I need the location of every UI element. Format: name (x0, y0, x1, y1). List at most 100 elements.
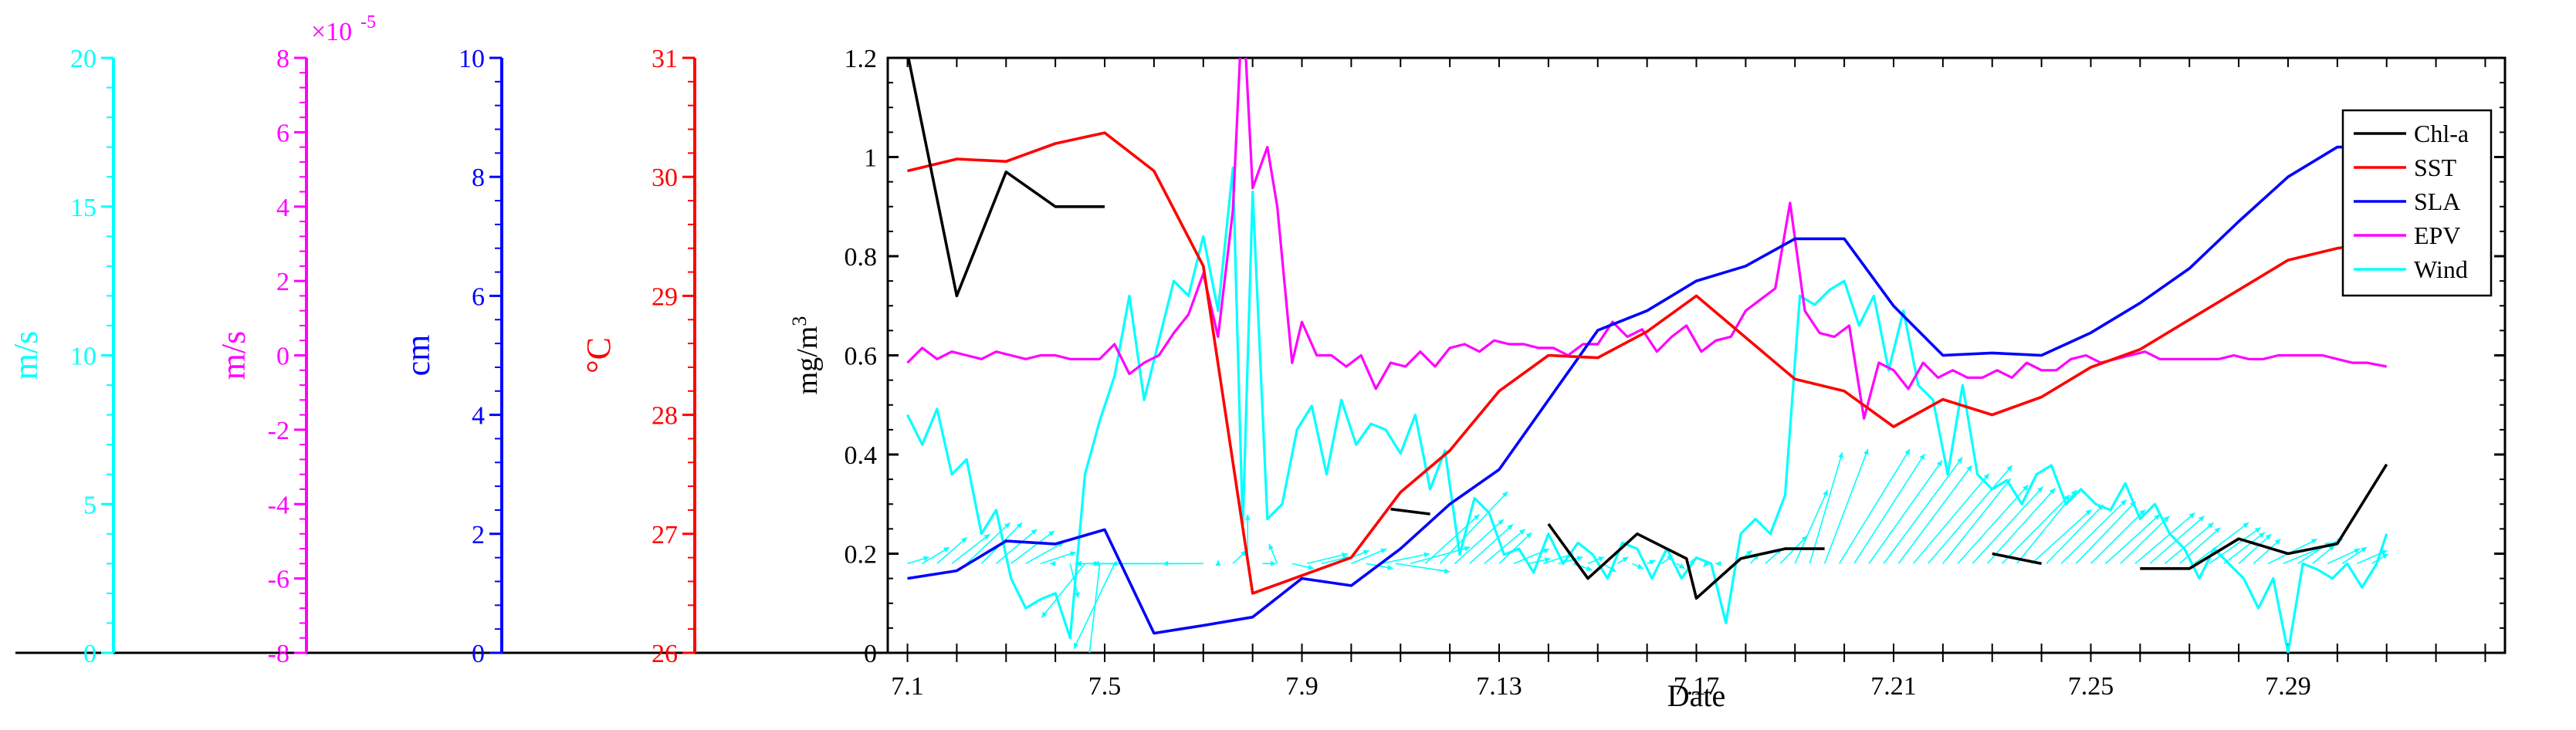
y-axis-title-base: mg/m (791, 326, 824, 395)
legend: Chl-a SST SLA EPV Wind (2341, 109, 2493, 297)
wind-vector (2075, 501, 2137, 564)
wind-vector (2120, 515, 2170, 564)
legend-label-epv: EPV (2414, 221, 2460, 249)
wind-vector-head (1268, 543, 1274, 550)
wind-vector-head (960, 537, 967, 543)
y-axis-title: mg/m3 (788, 316, 824, 395)
wind-vector (1912, 473, 1990, 564)
axis-sst-group: 26 27 28 29 30 31 °C (580, 45, 696, 668)
series-chl-line (1390, 507, 1430, 515)
wind-vector-head (1501, 492, 1508, 498)
wind-vector (1424, 514, 1481, 564)
y-tick-label: 1.2 (845, 45, 878, 73)
wind-vector (2178, 527, 2221, 564)
axis-sst-tick-label: 30 (652, 164, 678, 192)
wind-vector-head (1069, 551, 1076, 557)
wind-vector (1823, 448, 1869, 564)
wind-vector (1853, 453, 1925, 564)
wind-vector-head (1473, 514, 1480, 521)
wind-vector-head (2163, 515, 2170, 522)
axis-sst-tick-label: 27 (652, 521, 678, 549)
wind-vector (2209, 527, 2261, 565)
series-wind (906, 167, 2388, 653)
wind-vector (996, 529, 1038, 564)
wind-vector-head (2023, 485, 2029, 492)
wind-vector (2164, 522, 2215, 564)
wind-vector-head (2188, 512, 2195, 519)
axis-epv-multiplier-exponent: -5 (361, 12, 376, 32)
axis-sla-group: 0 2 4 6 8 10 cm (399, 45, 503, 668)
wind-vector-head (1966, 465, 1972, 471)
series-epv-line (906, 58, 2388, 421)
wind-vector-head (2121, 499, 2127, 506)
series-sst (907, 131, 2387, 595)
wind-vector-head (2037, 486, 2043, 493)
series-epv (906, 58, 2388, 421)
y-tick-label: 0.8 (845, 243, 878, 272)
axis-sla-tick-label: 0 (472, 640, 485, 668)
wind-vector (1041, 563, 1086, 618)
wind-vector-head (2139, 509, 2145, 515)
axis-wind-title: m/s (7, 331, 45, 380)
wind-vector (1794, 489, 1829, 564)
axis-epv-group: -8 -6 -4 -2 0 2 4 6 8 m/s ×10 -5 (215, 12, 376, 668)
wind-vector (1088, 563, 1101, 653)
y-axis-title-exponent: 3 (788, 316, 811, 326)
wind-vector-head (1525, 532, 1532, 539)
axis-sst-tick-label: 28 (652, 402, 678, 431)
wind-vector-head (2381, 553, 2388, 559)
wind-vector-head (1362, 549, 1369, 556)
wind-vector (2046, 504, 2104, 564)
wind-vector-head (943, 547, 949, 553)
wind-vector (2327, 548, 2361, 565)
wind-vector (2001, 494, 2070, 564)
series-chl-line (906, 58, 1105, 298)
wind-vector (1025, 542, 1065, 565)
series-sst-line (907, 131, 2387, 595)
wind-vector-head (1703, 560, 1709, 567)
wind-vector-head (1091, 560, 1097, 566)
main-axes-frame: 0 0.2 0.4 0.6 0.8 1 1.2 7.1 7.5 7.9 7.13 7.17 7.21 7.… (788, 45, 2507, 713)
axis-wind-tick-label: 10 (70, 343, 96, 371)
wind-vector-head (1904, 448, 1911, 455)
axis-sst-tick-label: 31 (652, 45, 678, 73)
wind-vector-head (983, 534, 990, 540)
wind-vector-head (1518, 529, 1525, 536)
wind-vector-head (2265, 534, 2272, 540)
y-tick-label: 0 (864, 640, 877, 668)
wind-vector-head (2154, 514, 2160, 521)
axis-sla-tick-label: 2 (472, 521, 485, 549)
wind-vector (966, 522, 1010, 564)
wind-vector (1986, 488, 2056, 564)
wind-vector-head (1586, 566, 1593, 571)
wind-vector-head (2006, 465, 2012, 471)
wind-vector (1380, 553, 1430, 565)
wind-vector (1073, 563, 1115, 649)
wind-vector-head (1444, 568, 1450, 574)
wind-vector-head (1004, 522, 1010, 529)
legend-label-sst: SST (2414, 154, 2457, 181)
wind-vector (1957, 485, 2029, 564)
axis-wind-group: 0 5 10 15 20 m/s (7, 45, 115, 668)
wind-vector (1868, 460, 1943, 564)
x-tick-label: 7.25 (2068, 672, 2114, 701)
wind-vector (2031, 509, 2092, 564)
wind-vector-head (1543, 548, 1549, 554)
wind-vector-head (1050, 560, 1056, 566)
wind-vector-head (2274, 539, 2281, 545)
wind-vector-head (1838, 452, 1843, 458)
wind-vector-head (1576, 556, 1583, 562)
axis-sla-tick-label: 10 (459, 45, 485, 73)
wind-vector-head (2085, 509, 2092, 515)
axis-sla-title: cm (399, 335, 437, 377)
wind-vector-head (1715, 560, 1721, 566)
wind-vector-head (2243, 522, 2249, 529)
wind-vector-head (1823, 489, 1828, 496)
wind-vector-head (1919, 454, 1925, 461)
wind-vector-head (1957, 457, 1963, 464)
wind-vector (1972, 486, 2044, 564)
y-tick-label: 0.6 (845, 343, 878, 371)
wind-vector (1942, 478, 2012, 564)
